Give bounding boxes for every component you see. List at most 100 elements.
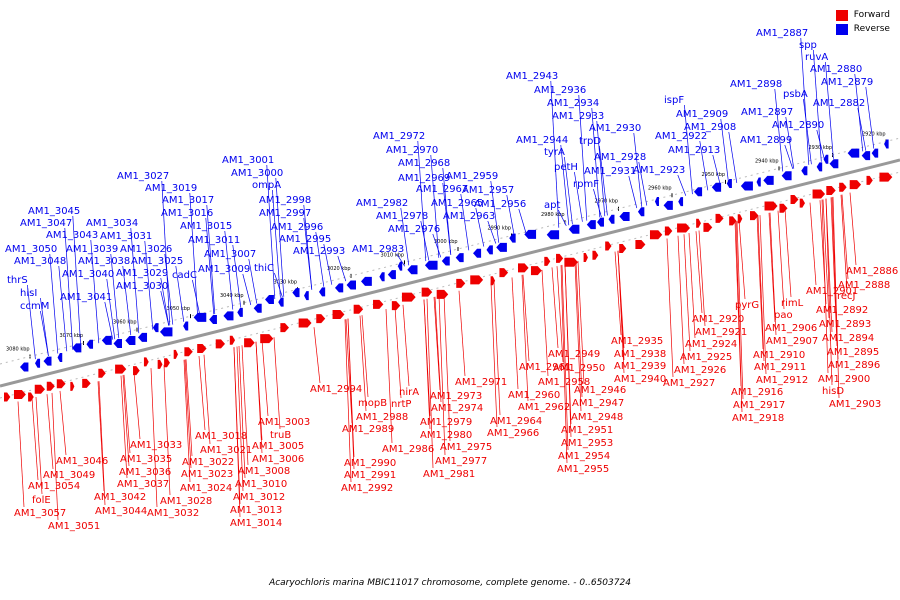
forward-leader-line	[521, 274, 529, 402]
forward-gene-label: AM1_3044	[95, 506, 147, 517]
reverse-gene-label: AM1_2943	[506, 71, 558, 82]
forward-gene-label: AM1_3028	[160, 496, 212, 507]
forward-gene-label: AM1_2974	[431, 403, 483, 414]
reverse-leader-line	[816, 129, 826, 161]
reverse-gene-feature	[193, 312, 207, 322]
forward-gene-label: AM1_3010	[235, 479, 287, 490]
forward-leader-line	[255, 341, 263, 454]
forward-gene-label: AM1_2893	[819, 319, 871, 330]
forward-gene-label: AM1_2980	[420, 430, 472, 441]
scale-label: 2970 kbp	[595, 199, 619, 205]
forward-gene-label: AM1_2924	[685, 339, 737, 350]
forward-leader-line	[784, 208, 792, 298]
reverse-leader-line	[49, 253, 59, 354]
forward-leader-line	[345, 319, 353, 424]
forward-leader-line	[617, 250, 625, 374]
reverse-gene-label: ruvA	[805, 52, 828, 63]
forward-leader-line	[97, 381, 105, 492]
forward-leader-line	[574, 261, 582, 412]
forward-gene-label: AM1_3049	[43, 470, 95, 481]
forward-leader-line	[120, 375, 128, 479]
reverse-leader-line	[506, 194, 516, 239]
scale-label: 3080 kbp	[6, 346, 30, 352]
reverse-gene-label: AM1_2887	[756, 28, 808, 39]
reverse-gene-label: cadC	[172, 270, 197, 281]
reverse-leader-line	[593, 188, 602, 218]
reverse-leader-line	[578, 94, 588, 221]
reverse-leader-line	[130, 227, 140, 334]
forward-gene-feature	[260, 334, 274, 344]
forward-leader-line	[556, 266, 564, 363]
reverse-leader-line	[110, 253, 120, 339]
reverse-gene-label: spp	[799, 40, 817, 51]
reverse-gene-label: AM1_3025	[131, 256, 183, 267]
forward-gene-feature	[164, 358, 170, 368]
forward-leader-line	[821, 199, 829, 374]
reverse-gene-label: AM1_2963	[443, 211, 495, 222]
reverse-leader-line	[224, 230, 234, 310]
legend-reverse-label: Reverse	[853, 24, 890, 34]
forward-leader-line	[185, 359, 193, 457]
forward-gene-label: AM1_2938	[614, 349, 666, 360]
reverse-gene-feature	[304, 291, 309, 301]
forward-gene-label: AM1_2992	[341, 483, 393, 494]
reverse-leader-line	[857, 107, 867, 151]
reverse-gene-label: AM1_2899	[740, 135, 792, 146]
forward-gene-feature	[456, 278, 466, 288]
reverse-gene-label: AM1_2928	[594, 152, 646, 163]
reverse-swatch	[835, 23, 848, 35]
reverse-gene-label: AM1_2913	[668, 145, 720, 156]
reverse-gene-label: ispF	[664, 95, 684, 106]
forward-gene-label: AM1_2906	[765, 323, 817, 334]
forward-leader-line	[198, 356, 206, 431]
forward-gene-label: AM1_2921	[695, 327, 747, 338]
reverse-gene-feature	[292, 288, 300, 298]
forward-gene-label: AM1_2958	[538, 377, 590, 388]
forward-gene-label: AM1_3021	[200, 445, 252, 456]
reverse-gene-feature	[361, 276, 372, 286]
forward-gene-label: AM1_2892	[816, 305, 868, 316]
reverse-gene-label: AM1_3026	[120, 244, 172, 255]
reverse-leader-line	[460, 193, 470, 251]
forward-leader-line	[830, 197, 838, 347]
scale-label: 3070 kbp	[60, 333, 84, 339]
reverse-gene-label: AM1_3047	[20, 218, 72, 229]
forward-leader-line	[522, 274, 530, 362]
reverse-leader-line	[628, 175, 638, 209]
reverse-gene-feature	[871, 148, 879, 158]
reverse-gene-feature	[884, 139, 889, 149]
forward-gene-label: AM1_2966	[487, 428, 539, 439]
reverse-gene-feature	[223, 311, 234, 321]
reverse-gene-feature	[455, 253, 464, 263]
reverse-gene-feature	[586, 220, 596, 230]
forward-gene-feature	[866, 175, 873, 185]
forward-gene-feature	[332, 309, 345, 319]
forward-gene-label: AM1_2973	[430, 391, 482, 402]
scale-label: 3060 kbp	[113, 320, 137, 326]
forward-gene-label: AM1_2900	[818, 374, 870, 385]
reverse-gene-feature	[334, 283, 344, 293]
reverse-leader-line	[323, 243, 333, 285]
forward-gene-label: AM1_2994	[310, 384, 362, 395]
reverse-gene-feature	[125, 336, 136, 346]
forward-leader-line	[561, 264, 569, 451]
forward-leader-line	[560, 265, 568, 464]
scale-label: 3000 kbp	[434, 239, 458, 245]
reverse-leader-line	[104, 301, 114, 340]
reverse-leader-line	[192, 279, 201, 318]
forward-gene-label: AM1_2946	[574, 385, 626, 396]
forward-gene-label: AM1_2990	[344, 458, 396, 469]
forward-gene-feature	[583, 252, 588, 262]
forward-gene-label: AM1_2920	[692, 314, 744, 325]
reverse-gene-feature	[711, 182, 722, 192]
forward-gene-feature	[530, 266, 542, 276]
forward-gene-label: AM1_2894	[822, 333, 874, 344]
reverse-gene-feature	[486, 245, 493, 255]
reverse-gene-label: AM1_2882	[813, 98, 865, 109]
scale-label: 3040 kbp	[220, 293, 244, 299]
forward-gene-feature	[46, 381, 55, 391]
legend-forward-label: Forward	[853, 10, 890, 20]
forward-leader-line	[683, 234, 691, 352]
legend-reverse: Reverse	[835, 22, 890, 36]
forward-gene-feature	[499, 268, 509, 278]
